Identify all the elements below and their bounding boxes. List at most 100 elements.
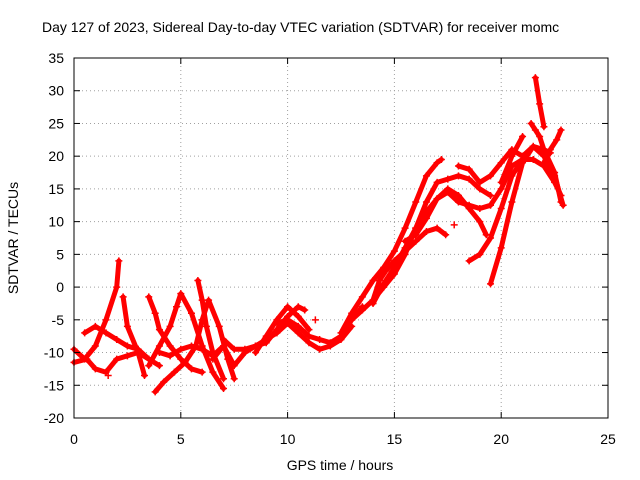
y-tick-label: -5 [52,312,65,328]
data-point [497,205,505,213]
data-point [412,237,420,245]
data-point [194,277,202,285]
x-tick-label: 10 [280,431,296,447]
data-point [166,322,174,330]
data-point [465,201,473,209]
data-point [166,352,174,360]
series-track-4 [120,294,147,378]
data-point [559,201,567,209]
data-point [390,247,398,255]
data-point [151,388,159,396]
data-point [123,342,131,350]
data-point [519,159,527,167]
data-point [294,303,302,311]
data-point [230,375,238,383]
data-point [316,335,324,343]
data-point [294,313,302,321]
data-point [337,329,345,337]
data-point [422,172,430,180]
data-point [487,191,495,199]
data-point [557,126,565,134]
data-point [198,296,206,304]
data-point [551,172,559,180]
data-point [326,339,334,347]
data-point [305,339,313,347]
x-tick-label: 5 [177,431,185,447]
data-point [382,267,390,275]
data-point [284,303,292,311]
data-point [476,185,484,193]
data-point [487,280,495,288]
data-point [536,100,544,108]
data-point [155,362,163,370]
data-point [497,159,505,167]
data-point [465,257,473,265]
x-axis-label: GPS time / hours [287,457,394,473]
data-point [508,198,516,206]
data-point [476,205,484,213]
outlier-point [450,221,458,229]
data-point [444,175,452,183]
data-point [401,237,409,245]
data-point [358,293,366,301]
data-point [546,146,554,154]
data-point [553,136,561,144]
data-point [476,178,484,186]
y-tick-label: 25 [48,115,64,131]
data-point [529,155,537,163]
series-track-1 [71,258,122,362]
data-point [454,191,462,199]
data-point [508,152,516,160]
data-point [91,365,99,373]
data-point [465,175,473,183]
data-point [433,195,441,203]
data-point [123,352,131,360]
data-point [252,349,260,357]
data-point [230,362,238,370]
data-point [220,385,228,393]
data-point [358,306,366,314]
data-point [294,329,302,337]
data-point [529,142,537,150]
series-track-25 [541,127,564,166]
data-point [316,345,324,353]
data-point [181,358,189,366]
y-axis-label: SDTVAR / TECUs [5,182,21,294]
data-point [170,368,178,376]
outlier-point [134,345,142,353]
data-point [177,345,185,353]
data-point [102,329,110,337]
data-point [145,293,153,301]
data-point [294,322,302,330]
series-track-20 [466,157,564,264]
data-point [348,309,356,317]
data-point [91,322,99,330]
data-point [390,257,398,265]
data-point [151,309,159,317]
data-point [220,335,228,343]
data-point [482,231,490,239]
data-point [155,326,163,334]
data-point [113,355,121,363]
y-tick-label: 30 [48,83,64,99]
data-point [205,296,213,304]
series-track-14 [338,157,444,336]
data-point [369,277,377,285]
data-point [177,290,185,298]
data-point [454,198,462,206]
data-point [401,247,409,255]
data-point [454,172,462,180]
data-point [113,335,121,343]
data-point [487,234,495,242]
data-point [487,172,495,180]
data-point [198,368,206,376]
y-tick-label: 10 [48,214,64,230]
data-point [497,244,505,252]
data-point [81,329,89,337]
data-point [497,178,505,186]
data-point [422,227,430,235]
y-tick-label: 35 [48,50,64,66]
data-point [91,342,99,350]
data-point [433,178,441,186]
y-tick-label: -15 [44,377,64,393]
